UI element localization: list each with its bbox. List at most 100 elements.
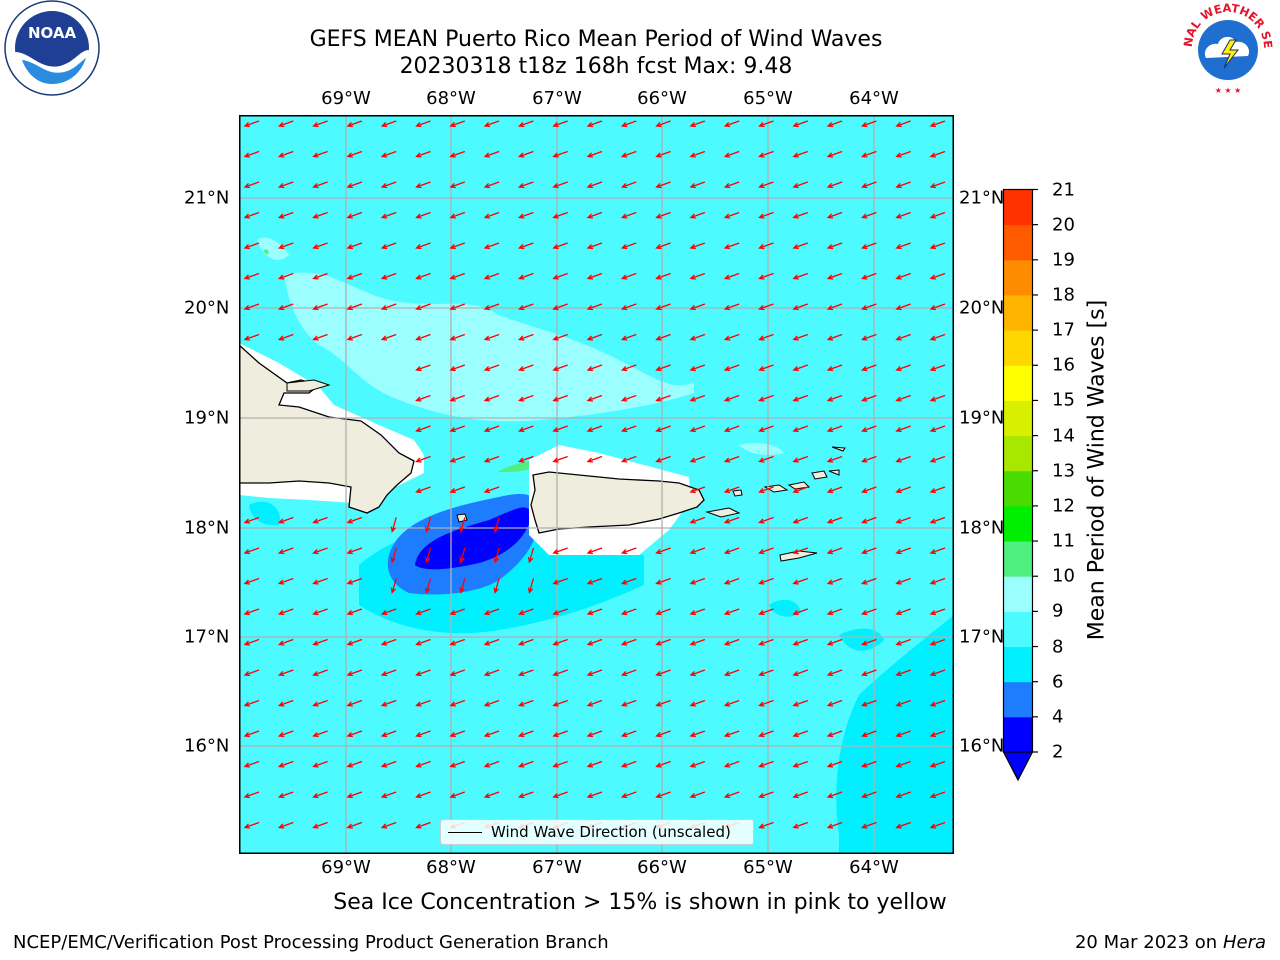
wave-direction-arrow	[517, 120, 534, 128]
wave-direction-arrow	[483, 150, 500, 158]
wave-direction-arrow	[493, 517, 500, 533]
lat-label-right: 19°N	[959, 407, 1005, 429]
wave-direction-arrow	[620, 577, 637, 585]
wave-direction-arrow	[860, 333, 877, 341]
wave-direction-arrow	[689, 730, 706, 738]
wave-direction-arrow	[517, 181, 534, 189]
wave-direction-arrow	[860, 699, 877, 707]
wave-direction-arrow	[415, 364, 431, 372]
wave-direction-arrow	[723, 608, 740, 616]
wave-direction-arrow	[826, 699, 843, 707]
wave-direction-arrow	[655, 638, 671, 646]
wave-direction-arrow	[449, 333, 466, 341]
wave-direction-arrow	[517, 791, 534, 799]
wave-direction-arrow	[449, 699, 466, 707]
nws-logo: NATIONAL WEATHER SERVICE ★ ★ ★	[1176, 0, 1275, 95]
colorbar-segment	[1003, 681, 1033, 718]
wave-direction-arrow	[758, 730, 774, 738]
wave-direction-arrow	[929, 608, 946, 616]
wave-direction-arrow	[689, 242, 706, 250]
wave-direction-arrow	[346, 242, 363, 250]
wave-direction-arrow	[792, 760, 809, 768]
wave-direction-arrow	[517, 333, 534, 341]
wave-direction-arrow	[483, 303, 500, 311]
wave-direction-arrow	[689, 150, 706, 158]
culebra-island	[732, 489, 743, 497]
wave-direction-arrow	[758, 455, 774, 463]
wave-direction-arrow	[277, 577, 294, 585]
colorbar-tick-label: 2	[1052, 741, 1064, 763]
period-below-2-region	[415, 507, 531, 570]
wave-direction-arrow	[758, 486, 774, 494]
wave-direction-arrow	[826, 242, 843, 250]
wave-direction-arrow	[380, 821, 397, 829]
wave-direction-arrow	[380, 181, 397, 189]
wave-direction-arrow	[689, 211, 706, 219]
wave-direction-arrow	[449, 455, 466, 463]
colorbar-tick-label: 10	[1052, 565, 1075, 587]
wave-direction-arrow	[312, 120, 328, 128]
wave-direction-arrow	[620, 791, 637, 799]
lon-label-bottom: 67°W	[532, 857, 582, 878]
wave-direction-arrow	[655, 272, 671, 280]
wave-direction-arrow	[689, 760, 706, 768]
wave-direction-arrow	[929, 364, 946, 372]
wave-direction-arrow	[449, 150, 466, 158]
map-frame	[239, 115, 954, 854]
wave-direction-arrow	[483, 669, 500, 677]
wave-direction-arrow	[723, 760, 740, 768]
wave-direction-arrow	[895, 638, 911, 646]
footer-branch: NCEP/EMC/Verification Post Processing Pr…	[13, 932, 609, 953]
wave-direction-arrow	[243, 699, 260, 707]
wave-direction-arrow	[552, 150, 568, 158]
wave-direction-arrow	[792, 364, 809, 372]
lat-label-left: 16°N	[184, 735, 230, 757]
wave-direction-arrow	[655, 608, 671, 616]
wave-direction-arrow	[895, 333, 911, 341]
wave-direction-arrow	[552, 699, 568, 707]
wave-direction-arrow	[346, 638, 363, 646]
wave-direction-arrow	[586, 638, 603, 646]
wave-direction-arrow	[723, 303, 740, 311]
wave-direction-arrow	[792, 150, 809, 158]
wave-direction-arrow	[243, 730, 260, 738]
wave-direction-arrow	[860, 272, 877, 280]
wave-direction-arrow	[277, 242, 294, 250]
wave-direction-arrow	[346, 303, 363, 311]
wave-direction-arrow	[449, 211, 466, 219]
wave-direction-arrow	[895, 821, 911, 829]
wave-direction-arrow	[449, 242, 466, 250]
wave-direction-arrow	[346, 760, 363, 768]
wave-direction-arrow	[586, 760, 603, 768]
wave-direction-arrow	[689, 272, 706, 280]
wave-direction-arrow	[655, 181, 671, 189]
colorbar-segment	[1003, 470, 1033, 507]
lon-label-top: 64°W	[849, 88, 899, 109]
wave-direction-arrow	[380, 699, 397, 707]
wave-direction-arrow	[483, 272, 500, 280]
lon-label-top: 67°W	[532, 88, 582, 109]
chart-title: GEFS MEAN Puerto Rico Mean Period of Win…	[309, 27, 883, 52]
wave-direction-arrow	[723, 242, 740, 250]
wave-direction-arrow	[277, 730, 294, 738]
wave-direction-arrow	[792, 120, 809, 128]
wave-direction-arrow	[689, 669, 706, 677]
wave-direction-arrow	[723, 486, 740, 494]
wave-direction-arrow	[552, 608, 568, 616]
wave-direction-arrow	[517, 638, 534, 646]
wave-direction-arrow	[689, 455, 706, 463]
wave-direction-arrow	[449, 486, 466, 494]
wave-direction-arrow	[723, 577, 740, 585]
wave-direction-arrow	[620, 364, 637, 372]
wave-direction-arrow	[586, 272, 603, 280]
wave-direction-arrow	[517, 242, 534, 250]
lat-label-left: 20°N	[184, 297, 230, 319]
wave-direction-arrow	[586, 669, 603, 677]
wave-direction-arrow	[415, 394, 431, 402]
wave-direction-arrow	[552, 638, 568, 646]
wave-direction-arrow	[689, 425, 706, 433]
wave-direction-arrow	[586, 181, 603, 189]
wave-direction-arrow	[415, 150, 431, 158]
legend-line-swatch	[448, 832, 482, 833]
wave-direction-arrow	[758, 150, 774, 158]
